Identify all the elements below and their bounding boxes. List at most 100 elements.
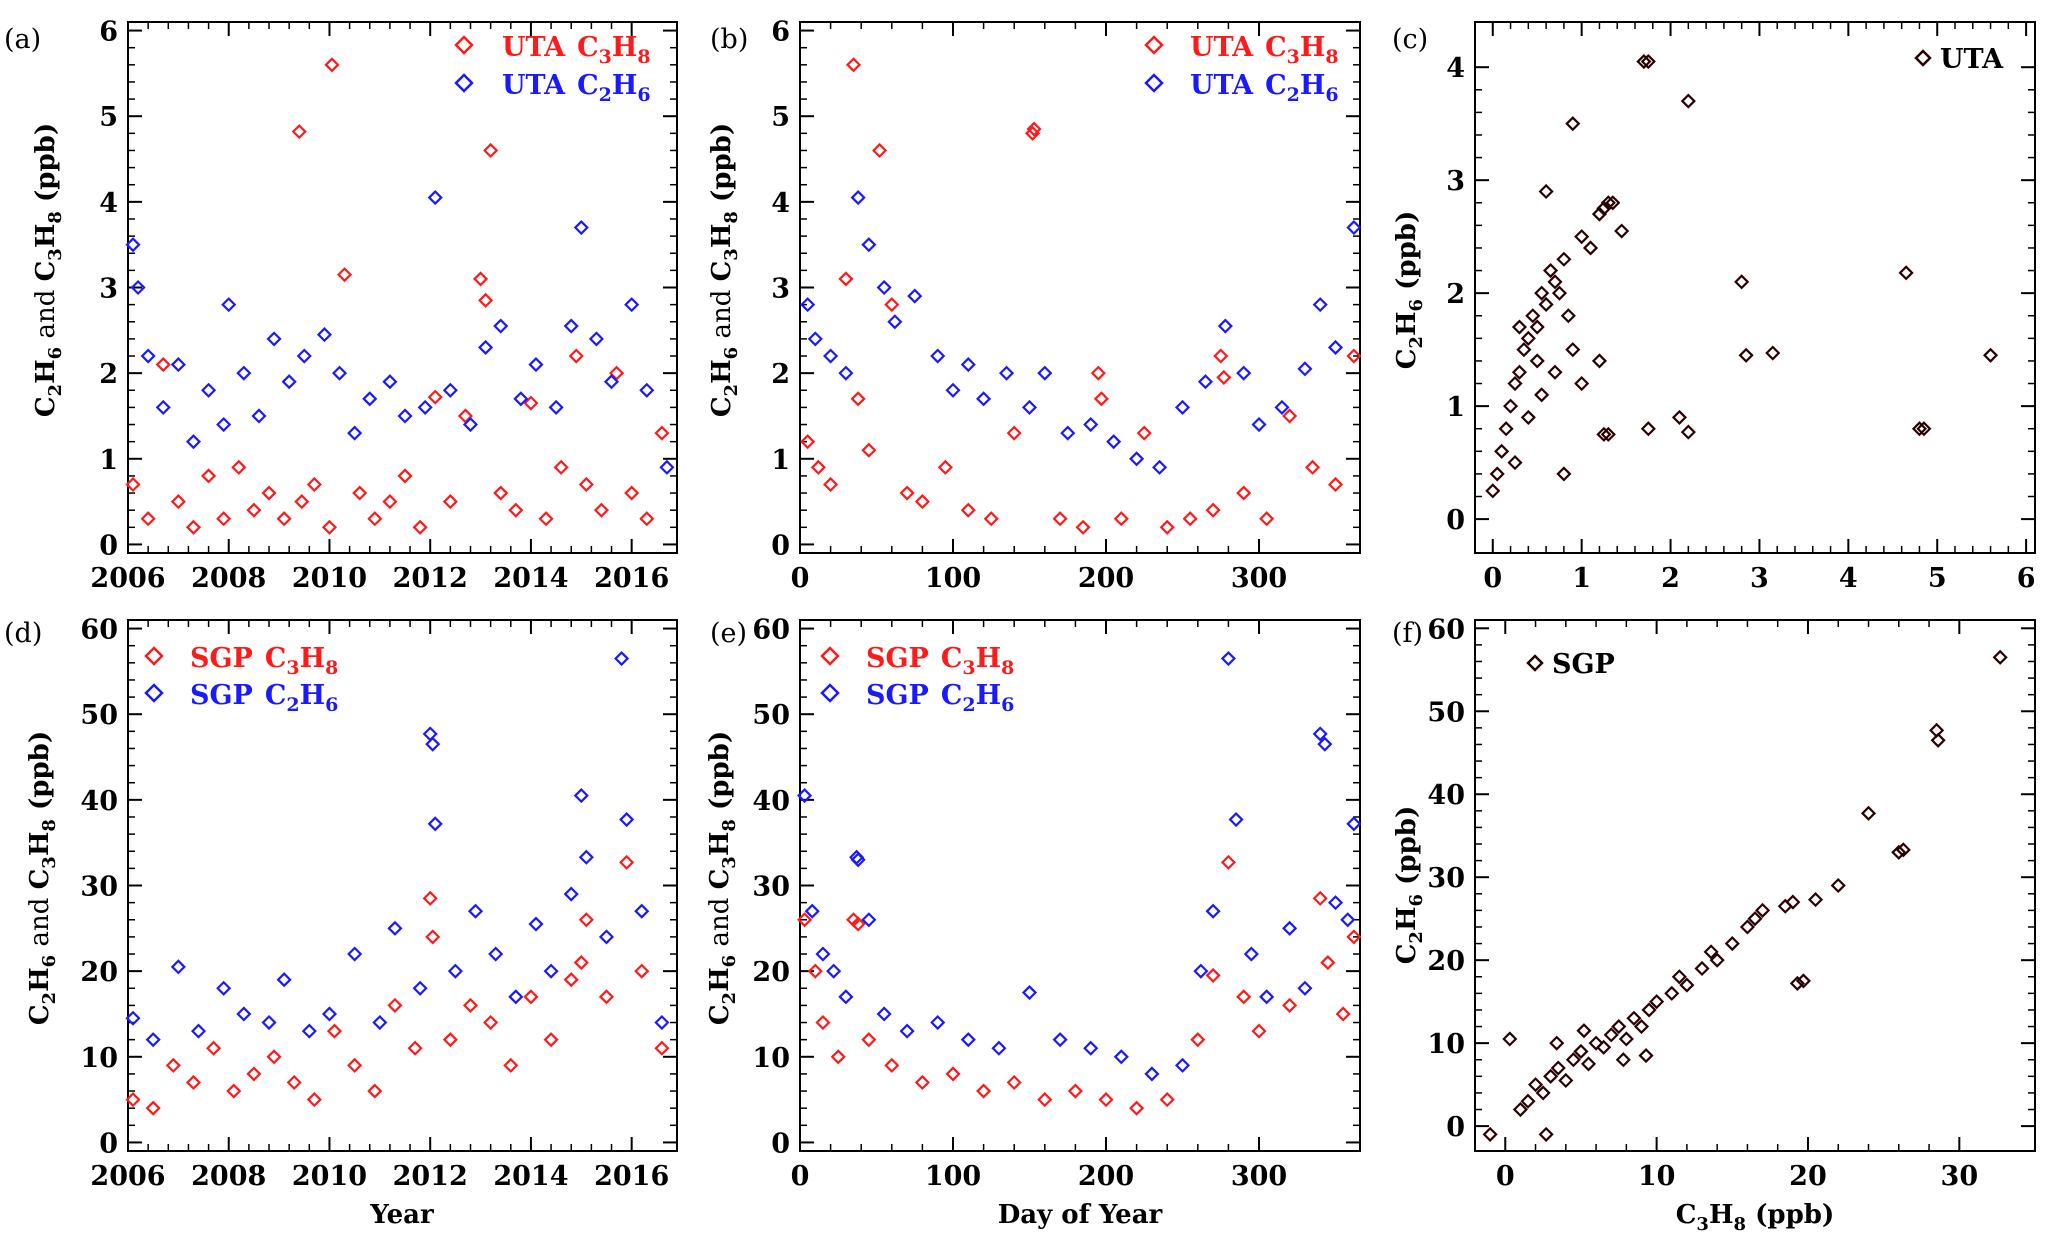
point-uta [1520, 409, 1536, 425]
data-marks [800, 57, 1362, 535]
point-uta-c2h6 [1083, 416, 1099, 433]
point-sgp-c2h6 [447, 963, 463, 979]
x-tick-label: 2010 [292, 1161, 367, 1192]
point-uta-c3h8 [861, 442, 877, 458]
x-tick-label: 2 [1661, 563, 1680, 594]
point-uta [1534, 285, 1550, 301]
point-sgp-c2h6 [899, 1023, 915, 1039]
point-sgp [1638, 1048, 1654, 1064]
point-uta-c3h8 [140, 511, 156, 527]
point-uta-c3h8 [1213, 348, 1229, 364]
x-tick-label: 6 [2017, 563, 2036, 594]
point-sgp-c3h8 [266, 1049, 282, 1065]
point-uta-c3h8 [553, 459, 569, 475]
point-uta-c2h6 [1327, 339, 1344, 356]
point-sgp [1992, 649, 2008, 665]
point-uta [1600, 426, 1616, 442]
y-tick-label: 1 [1446, 392, 1465, 423]
point-uta-c3h8 [324, 57, 340, 73]
point-uta-c3h8 [937, 459, 953, 475]
point-uta-c2h6 [823, 348, 839, 364]
point-sgp [1785, 894, 1801, 910]
point-uta-c3h8 [960, 502, 976, 518]
point-uta-c3h8 [412, 519, 428, 535]
point-uta-c3h8 [1093, 391, 1109, 407]
point-uta [1503, 398, 1519, 414]
point-sgp-c2h6 [619, 811, 635, 828]
y-tick-label: 10 [752, 1043, 790, 1074]
y-tick-label: 30 [752, 872, 790, 903]
point-sgp-c2h6 [125, 1010, 141, 1026]
y-tick-label: 20 [752, 957, 790, 988]
point-uta [1543, 262, 1559, 279]
point-sgp-c3h8 [1006, 1074, 1022, 1091]
point-sgp [1535, 1085, 1551, 1101]
x-tick-label: 100 [925, 1161, 981, 1192]
point-sgp [1891, 844, 1907, 860]
point-sgp-c2h6 [1259, 989, 1275, 1005]
y-tick-label: 10 [1427, 1029, 1465, 1060]
x-tick-label: 2008 [191, 1161, 266, 1192]
point-uta-c3h8 [800, 434, 816, 450]
point-uta-c3h8 [624, 485, 640, 501]
point-uta-c3h8 [850, 391, 866, 407]
legend-marker [1526, 654, 1544, 672]
point-uta-c3h8 [306, 476, 322, 493]
point-uta-c2h6 [382, 374, 398, 390]
point-sgp-c2h6 [654, 1014, 670, 1031]
x-tick-label: 0 [791, 1161, 810, 1192]
point-sgp-c3h8 [1190, 1032, 1206, 1048]
point-uta-c3h8 [639, 511, 655, 527]
point-uta-c3h8 [1090, 365, 1106, 381]
axis-ticks: 0 1 2 3 4 5 6 0 1 2 3 4 [1446, 22, 2036, 594]
point-sgp-c3h8 [286, 1074, 302, 1091]
panel-e: (e) 0 100 200 300 0 10 20 30 40 50 60 SGP C3H8 SGP C… [705, 615, 1362, 1230]
point-uta-c2h6 [347, 425, 363, 441]
point-sgp-c3h8 [145, 1100, 161, 1116]
point-uta-c3h8 [914, 494, 930, 510]
point-sgp-c3h8 [306, 1092, 322, 1108]
point-uta-c3h8 [1025, 125, 1041, 141]
point-uta [1547, 274, 1563, 290]
point-uta-c2h6 [1106, 434, 1122, 450]
point-uta-c2h6 [930, 348, 946, 364]
point-uta-c2h6 [1217, 318, 1233, 334]
panel-label: (d) [4, 618, 42, 649]
point-uta [1614, 223, 1630, 239]
point-sgp-c2h6 [1144, 1066, 1160, 1082]
point-uta-c2h6 [316, 327, 332, 343]
point-uta-c2h6 [266, 331, 282, 347]
x-tick-label: 300 [1231, 563, 1287, 594]
point-uta [1556, 466, 1572, 482]
y-tick-label: 3 [99, 274, 118, 305]
point-uta-c2h6 [1346, 219, 1362, 236]
point-sgp-c3h8 [598, 989, 615, 1005]
y-tick-label: 10 [80, 1043, 118, 1074]
point-uta-c2h6 [155, 399, 171, 415]
point-uta-c2h6 [130, 279, 146, 296]
point-uta [1516, 342, 1532, 358]
legend-entry-c3h8: SGP C3H8 [144, 643, 338, 679]
point-sgp-c3h8 [1282, 997, 1298, 1013]
point-uta [1538, 183, 1554, 200]
y-tick-label: 4 [1446, 53, 1465, 84]
point-uta-c2h6 [251, 408, 267, 424]
point-uta-c3h8 [216, 511, 232, 527]
point-uta-c2h6 [1060, 425, 1076, 441]
point-sgp-c2h6 [1113, 1049, 1129, 1065]
point-uta [1680, 93, 1696, 109]
legend-marker-c3h8 [820, 646, 840, 666]
point-sgp-c2h6 [1220, 650, 1236, 667]
y-axis-label: C2H6 (ppb) [1392, 211, 1427, 370]
point-sgp [1543, 1068, 1559, 1084]
x-tick-label: 1 [1572, 563, 1591, 594]
point-uta [1511, 319, 1527, 335]
point-uta-c2h6 [528, 357, 544, 373]
y-tick-label: 5 [99, 102, 118, 133]
point-sgp-c3h8 [563, 972, 579, 988]
point-uta-c3h8 [1075, 519, 1091, 535]
point-uta [1525, 308, 1541, 324]
legend-marker-c3h8 [454, 35, 474, 55]
legend: SGP [1526, 649, 1615, 680]
